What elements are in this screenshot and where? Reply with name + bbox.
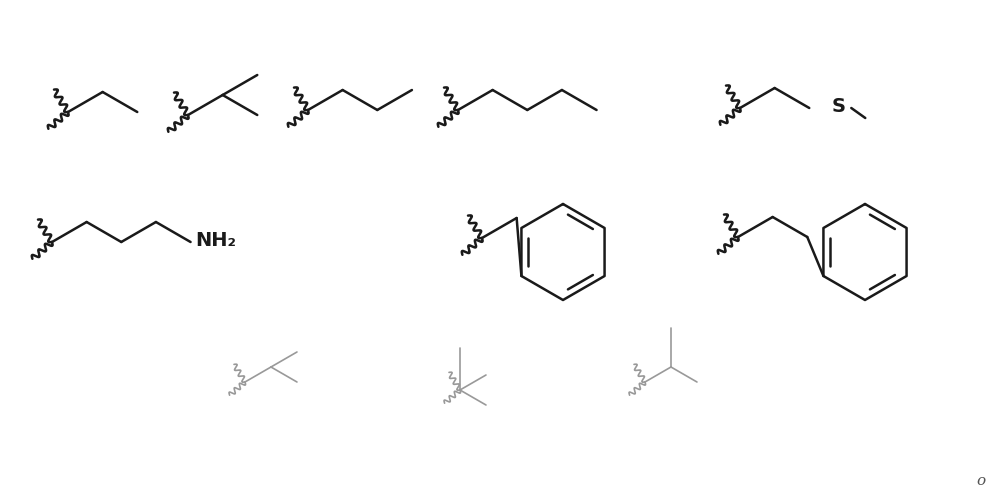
Text: S: S xyxy=(831,96,845,116)
Text: NH₂: NH₂ xyxy=(196,230,237,250)
Text: o: o xyxy=(976,474,985,488)
